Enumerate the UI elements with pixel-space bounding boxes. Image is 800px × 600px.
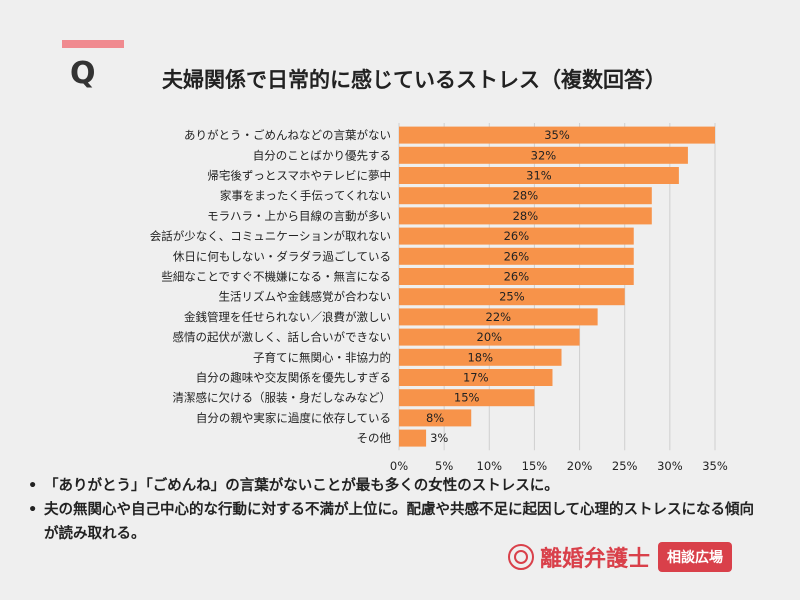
chart-title: 夫婦関係で日常的に感じているストレス（複数回答） (162, 68, 666, 92)
x-tick-label: 5% (435, 459, 453, 470)
value-label: 26% (504, 249, 530, 263)
category-label: 家事をまったく手伝ってくれない (220, 189, 391, 203)
value-label: 15% (454, 391, 480, 405)
value-label: 3% (430, 431, 448, 445)
category-label: 自分の親や実家に過度に依存している (196, 411, 391, 425)
bar (399, 308, 598, 326)
value-label: 35% (544, 128, 570, 142)
category-label: 自分の趣味や交友関係を優先しすぎる (196, 371, 391, 385)
category-label: 生活リズムや金銭感覚が合わない (219, 290, 392, 304)
value-label: 28% (513, 209, 539, 223)
value-label: 8% (426, 411, 444, 425)
category-label: 清潔感に欠ける（服装・身だしなみなど） (173, 391, 392, 405)
bar-chart: ありがとう・ごめんねなどの言葉がない 35% 自分のことばかり優先する 32% 帰宅後ず… (150, 123, 728, 470)
bar (399, 126, 715, 144)
value-label: 20% (477, 330, 503, 344)
x-tick-label: 20% (567, 459, 593, 470)
bar (399, 429, 427, 447)
brand-name: 離婚弁護士 (540, 547, 651, 572)
x-tick-label: 10% (477, 459, 503, 470)
value-label: 32% (531, 148, 557, 162)
question-marker: Q (70, 56, 96, 91)
bar (399, 207, 652, 225)
x-tick-label: 15% (522, 459, 548, 470)
value-label: 17% (463, 371, 489, 385)
bar-layer (399, 126, 715, 447)
seal-icon (508, 544, 534, 570)
x-tick-label: 35% (702, 459, 728, 470)
value-label: 28% (513, 189, 539, 203)
category-label: その他 (357, 431, 392, 445)
category-label: モラハラ・上から目線の言動が多い (207, 209, 391, 223)
bar (399, 409, 472, 427)
category-label: 子育てに無関心・非協力的 (253, 350, 391, 364)
value-label: 26% (504, 229, 530, 243)
category-label: 些細なことですぐ不機嫌になる・無言になる (161, 270, 391, 284)
bar (399, 389, 535, 407)
x-tick-label: 0% (390, 459, 408, 470)
bar (399, 348, 562, 366)
value-label: 22% (486, 310, 512, 324)
brand-logo: 離婚弁護士 相談広場 (508, 541, 733, 573)
bar (399, 146, 688, 164)
category-label: 会話が少なく、コミュニケーションが取れない (150, 229, 391, 243)
summary-note-text: 夫の無関心や自己中心的な行動に対する不満が上位に。配慮や共感不足に起因して心理的… (44, 502, 755, 542)
category-label: 帰宅後ずっとスマホやテレビに夢中 (207, 169, 391, 183)
x-tick-label: 30% (657, 459, 683, 470)
summary-note-2: • 夫の無関心や自己中心的な行動に対する不満が上位に。配慮や共感不足に起因して心… (28, 498, 768, 546)
bullet: • (28, 478, 38, 494)
bar (399, 288, 625, 306)
bar (399, 187, 652, 205)
bar (399, 268, 634, 285)
category-label: ありがとう・ごめんねなどの言葉がない (184, 128, 391, 142)
title-accent-bar (62, 40, 124, 48)
summary-note-1: • 「ありがとう」「ごめんね」の言葉がないことが最も多くの女性のストレスに。 (28, 474, 768, 498)
tick-layer: 0% 5% 10% 15% 20% 25% 30% 35% (390, 459, 728, 470)
bar (399, 328, 580, 346)
bar (399, 167, 679, 184)
summary-note-text: 「ありがとう」「ごめんね」の言葉がないことが最も多くの女性のストレスに。 (44, 478, 559, 494)
bar (399, 247, 634, 265)
summary-notes: • 「ありがとう」「ごめんね」の言葉がないことが最も多くの女性のストレスに。 •… (28, 474, 768, 546)
bullet: • (28, 502, 38, 518)
bar (399, 369, 553, 386)
x-tick-label: 25% (612, 459, 638, 470)
value-label: 18% (467, 350, 493, 364)
category-label: 金銭管理を任せられない／浪費が激しい (184, 310, 391, 324)
category-label: 休日に何もしない・ダラダラ過ごしている (173, 249, 391, 263)
category-label: 自分のことばかり優先する (253, 148, 391, 162)
value-label: 31% (526, 169, 552, 183)
brand-badge: 相談広場 (658, 542, 733, 572)
bar (399, 227, 634, 245)
category-label: 感情の起伏が激しく、話し合いができない (173, 330, 392, 344)
value-label: 25% (499, 290, 525, 304)
label-layer: ありがとう・ごめんねなどの言葉がない 35% 自分のことばかり優先する 32% 帰宅後ず… (150, 128, 570, 445)
value-label: 26% (504, 270, 530, 284)
